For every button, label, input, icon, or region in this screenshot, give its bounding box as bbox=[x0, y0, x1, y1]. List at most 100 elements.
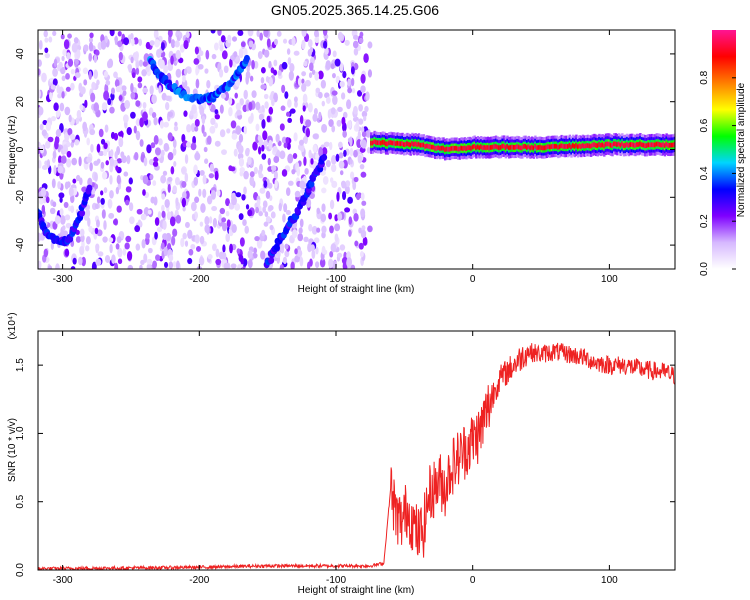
heatmap-noise-cell bbox=[194, 126, 199, 132]
heatmap-noise-cell bbox=[249, 176, 255, 187]
heatmap-signal-cell bbox=[599, 142, 603, 148]
heatmap-noise-cell bbox=[358, 104, 363, 112]
heatmap-noise-cell bbox=[360, 192, 365, 201]
heatmap-noise-cell bbox=[117, 258, 123, 265]
heatmap-signal-cell bbox=[399, 141, 403, 147]
heatmap-noise-cell bbox=[254, 235, 260, 242]
heatmap-noise-cell bbox=[291, 168, 296, 175]
heatmap-signal-cell bbox=[509, 144, 512, 150]
heatmap-noise-cell bbox=[94, 172, 98, 182]
heatmap-noise-cell bbox=[276, 30, 282, 37]
heatmap-signal-cell bbox=[434, 145, 437, 151]
heatmap-noise-cell bbox=[206, 135, 212, 145]
heatmap-noise-cell bbox=[96, 158, 101, 164]
heatmap-noise-cell bbox=[268, 60, 272, 69]
heatmap-noise-cell bbox=[158, 138, 163, 146]
heatmap-noise-cell bbox=[334, 233, 339, 243]
heatmap-noise-cell bbox=[52, 150, 57, 159]
heatmap-noise-cell bbox=[282, 213, 286, 223]
heatmap-noise-cell bbox=[304, 79, 311, 87]
heatmap-noise-cell bbox=[175, 49, 181, 60]
heatmap-noise-cell bbox=[184, 240, 189, 247]
heatmap-y-tick-label: -40 bbox=[15, 237, 26, 252]
heatmap-noise-cell bbox=[154, 39, 161, 48]
heatmap-noise-cell bbox=[109, 106, 115, 114]
heatmap-noise-cell bbox=[114, 262, 119, 269]
heatmap-noise-cell bbox=[349, 136, 353, 147]
heatmap-noise-cell bbox=[359, 251, 364, 258]
heatmap-noise-cell bbox=[236, 109, 242, 116]
heatmap-noise-cell bbox=[61, 91, 65, 99]
heatmap-noise-cell bbox=[125, 199, 130, 206]
heatmap-noise-cell bbox=[70, 194, 75, 204]
line-x-tick-label: -300 bbox=[53, 575, 73, 586]
heatmap-noise-cell bbox=[218, 213, 222, 224]
heatmap-noise-cell bbox=[341, 92, 346, 100]
heatmap-signal-cell bbox=[512, 144, 516, 150]
heatmap-noise-cell bbox=[184, 221, 190, 229]
heatmap-noise-cell bbox=[251, 59, 255, 70]
heatmap-signal-cell bbox=[527, 144, 531, 150]
heatmap-noise-cell bbox=[344, 185, 350, 195]
heatmap-noise-cell bbox=[108, 212, 115, 219]
heatmap-signal-cell bbox=[384, 141, 388, 147]
heatmap-noise-cell bbox=[330, 63, 335, 70]
heatmap-signal-cell bbox=[629, 142, 632, 147]
heatmap-noise-cell bbox=[49, 207, 56, 215]
heatmap-signal-cell bbox=[665, 141, 668, 147]
heatmap-signal-cell bbox=[557, 145, 560, 150]
heatmap-noise-cell bbox=[260, 250, 266, 260]
heatmap-noise-cell bbox=[50, 115, 56, 122]
line-panel: -300 -200 -100 0 100 0.0 0.5 1.0 1.5 Height of … bbox=[7, 312, 676, 596]
heatmap-noise-cell bbox=[231, 196, 237, 206]
heatmap-signal-cell bbox=[460, 145, 463, 151]
heatmap-signal-cell bbox=[470, 145, 473, 151]
heatmap-noise-cell bbox=[355, 120, 360, 130]
heatmap-noise-cell bbox=[281, 136, 287, 144]
heatmap-noise-cell bbox=[130, 111, 136, 119]
heatmap-noise-cell bbox=[136, 208, 143, 215]
heatmap-noise-cell bbox=[318, 91, 323, 99]
heatmap-signal-cell bbox=[435, 145, 439, 151]
heatmap-noise-cell bbox=[269, 224, 274, 231]
heatmap-noise-cell bbox=[122, 90, 127, 96]
heatmap-noise-cell bbox=[129, 33, 134, 40]
heatmap-noise-cell bbox=[152, 161, 159, 167]
heatmap-noise-cell bbox=[303, 236, 309, 243]
heatmap-noise-cell bbox=[152, 180, 157, 187]
heatmap-noise-cell bbox=[256, 199, 261, 207]
heatmap-noise-cell bbox=[350, 171, 355, 180]
heatmap-noise-cell bbox=[335, 153, 340, 162]
heatmap-noise-cell bbox=[342, 190, 347, 201]
heatmap-noise-cell bbox=[181, 191, 187, 200]
heatmap-noise-cell bbox=[255, 101, 261, 111]
heatmap-noise-cell bbox=[211, 53, 217, 60]
heatmap-noise-cell bbox=[52, 78, 58, 86]
heatmap-noise-cell bbox=[130, 82, 134, 93]
heatmap-noise-cell bbox=[351, 77, 355, 87]
heatmap-signal-cell bbox=[593, 142, 596, 147]
heatmap-signal-cell bbox=[481, 145, 485, 151]
heatmap-signal-cell bbox=[465, 146, 468, 152]
heatmap-noise-cell bbox=[159, 59, 165, 70]
heatmap-noise-cell bbox=[225, 198, 230, 207]
heatmap-noise-cell bbox=[337, 31, 343, 41]
heatmap-noise-cell bbox=[242, 219, 247, 226]
heatmap-noise-cell bbox=[146, 263, 152, 269]
heatmap-signal-cell bbox=[537, 145, 540, 150]
heatmap-noise-cell bbox=[250, 112, 254, 123]
heatmap-noise-cell bbox=[288, 70, 294, 81]
heatmap-noise-cell bbox=[343, 149, 347, 157]
heatmap-noise-cell bbox=[257, 169, 262, 176]
heatmap-noise-cell bbox=[206, 225, 210, 235]
heatmap-noise-cell bbox=[220, 35, 226, 43]
figure-title: GN05.2025.365.14.25.G06 bbox=[271, 2, 439, 18]
heatmap-noise-cell bbox=[58, 192, 65, 199]
heatmap-noise-cell bbox=[261, 153, 267, 160]
heatmap-noise-cell bbox=[278, 202, 282, 212]
heatmap-noise-cell bbox=[50, 84, 57, 90]
line-y-ticks: 0.0 0.5 1.0 1.5 bbox=[15, 358, 675, 577]
heatmap-signal-cell bbox=[455, 145, 458, 151]
heatmap-noise-cell bbox=[58, 61, 63, 69]
heatmap-noise-cell bbox=[89, 162, 93, 172]
